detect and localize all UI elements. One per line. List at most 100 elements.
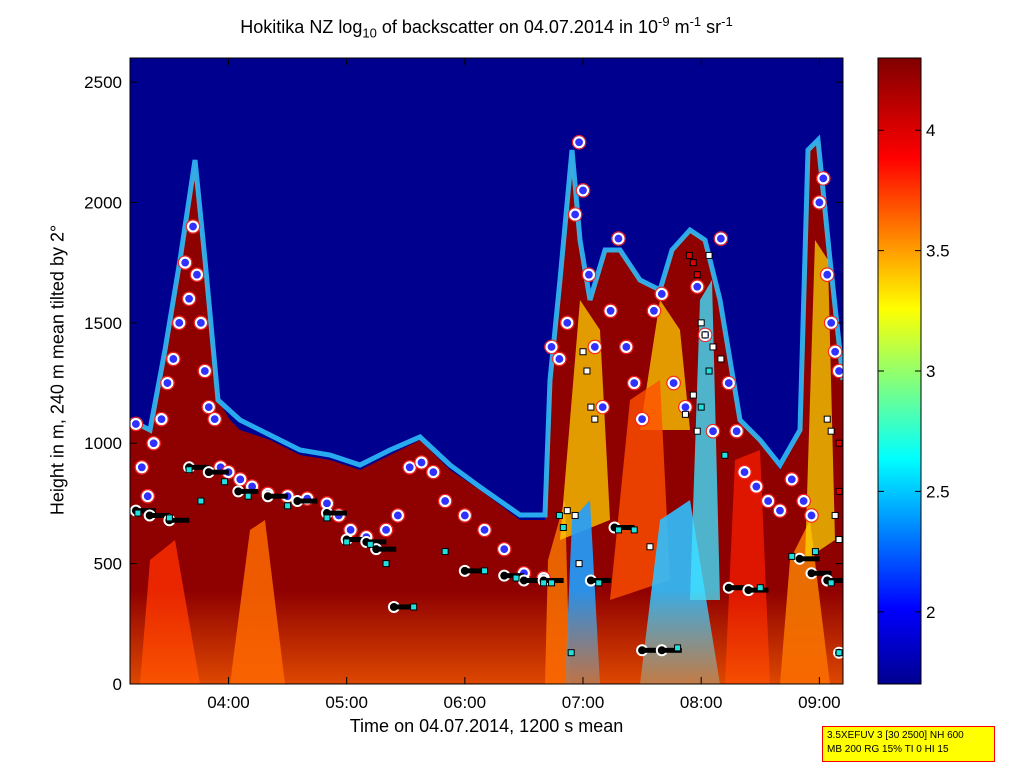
colorbar-tick-label: 4 xyxy=(926,121,935,140)
white-square-marker xyxy=(693,427,701,435)
retrieval-circle-marker xyxy=(202,401,215,414)
retrieval-circle-marker xyxy=(173,316,186,329)
x-tick-label: 08:00 xyxy=(680,693,723,712)
white-square-marker xyxy=(563,507,571,515)
retrieval-circle-ring xyxy=(457,508,473,523)
retrieval-circle-ring xyxy=(784,472,800,487)
boundary-bar-marker xyxy=(238,488,259,494)
retrieval-circle-marker xyxy=(569,208,582,221)
white-square-marker xyxy=(709,343,717,351)
y-tick-label: 0 xyxy=(113,675,122,694)
cyan-square-marker xyxy=(165,514,173,522)
cyan-square-marker xyxy=(756,584,764,592)
cyan-square-marker xyxy=(540,579,548,587)
retrieval-circle-ring xyxy=(634,411,650,427)
retrieval-circle-ring xyxy=(804,508,819,523)
colorbar-tick-label: 3.5 xyxy=(926,242,950,261)
white-square-marker xyxy=(583,367,591,375)
retrieval-circle-ring xyxy=(816,171,831,186)
retrieval-circle-marker xyxy=(130,417,143,431)
retrieval-circle-marker xyxy=(572,136,586,149)
retrieval-circle-ring xyxy=(146,435,161,451)
boundary-bar-marker xyxy=(135,508,156,514)
retrieval-circle-marker xyxy=(647,304,661,317)
retrieval-circle-marker xyxy=(439,494,452,508)
boundary-bar-marker xyxy=(393,604,414,610)
cyan-square-marker xyxy=(827,579,835,587)
retrieval-circle-ring xyxy=(426,464,441,480)
retrieval-circle-marker xyxy=(604,304,617,317)
boundary-bar-marker xyxy=(208,469,229,475)
white-square-marker xyxy=(579,348,587,356)
retrieval-circle-marker xyxy=(667,376,680,390)
y-tick-label: 1500 xyxy=(84,314,122,333)
x-tick-label: 09:00 xyxy=(798,693,841,712)
retrieval-circle-ring xyxy=(721,375,737,391)
boundary-bar-marker xyxy=(189,464,210,470)
retrieval-circle-marker xyxy=(320,497,334,510)
retrieval-circle-marker xyxy=(161,376,174,390)
retrieval-circle-marker xyxy=(194,316,208,329)
retrieval-circle-marker xyxy=(498,543,511,556)
retrieval-circle-ring xyxy=(737,464,752,480)
y-tick-label: 2000 xyxy=(84,193,122,212)
cyan-square-marker xyxy=(630,526,638,534)
settings-info-box: 3.5XEFUV 3 [30 2500] NH 600 MB 200 RG 15… xyxy=(822,726,995,762)
retrieval-circle-marker xyxy=(655,287,668,301)
cyan-square-marker xyxy=(323,514,331,522)
retrieval-circle-ring xyxy=(171,315,187,331)
retrieval-circle-ring xyxy=(654,286,670,302)
retrieval-circle-marker xyxy=(829,345,842,358)
retrieval-circle-marker xyxy=(147,437,160,450)
cyan-square-marker xyxy=(721,451,729,459)
retrieval-circle-marker xyxy=(596,401,609,414)
retrieval-circle-ring xyxy=(207,411,222,427)
retrieval-circle-ring xyxy=(581,267,597,282)
retrieval-circle-ring xyxy=(197,363,213,379)
red-square-marker xyxy=(689,259,697,267)
retrieval-circle-ring xyxy=(626,375,642,391)
cyan-square-marker xyxy=(705,367,713,375)
boundary-bar-marker xyxy=(366,539,387,545)
white-square-marker xyxy=(681,410,689,418)
retrieval-circle-marker xyxy=(344,523,357,537)
retrieval-circle-marker xyxy=(738,466,751,479)
retrieval-circle-marker xyxy=(722,376,735,390)
boundary-bar-marker xyxy=(811,570,832,576)
colorbar-tick-label: 2 xyxy=(926,603,935,622)
cyan-square-marker xyxy=(134,509,142,517)
cyan-square-marker xyxy=(547,579,555,587)
info-line-2: MB 200 RG 15% TI 0 HI 15 xyxy=(827,744,949,755)
retrieval-circle-ring xyxy=(185,219,201,234)
retrieval-circle-marker xyxy=(234,473,247,486)
heatmap-field xyxy=(130,58,843,684)
retrieval-circle-marker xyxy=(825,316,838,329)
retrieval-circle-marker xyxy=(179,256,192,269)
boundary-bar-marker xyxy=(326,510,347,516)
retrieval-circle-ring xyxy=(181,291,197,307)
cyan-square-marker xyxy=(221,478,229,486)
retrieval-circle-marker xyxy=(167,352,180,366)
retrieval-circle-marker xyxy=(813,196,826,209)
boundary-bar-marker xyxy=(728,585,749,591)
white-square-marker xyxy=(575,560,583,568)
cyan-square-marker xyxy=(512,574,520,582)
retrieval-circle-marker xyxy=(415,456,428,469)
retrieval-circle-ring xyxy=(772,503,788,518)
white-square-marker xyxy=(717,355,725,363)
retrieval-circle-marker xyxy=(379,523,393,537)
white-square-marker xyxy=(646,543,654,551)
colorbar-tick-label: 2.5 xyxy=(926,482,950,501)
retrieval-circle-marker xyxy=(750,480,763,493)
retrieval-circle-marker xyxy=(628,376,641,390)
retrieval-circle-marker xyxy=(561,316,574,329)
boundary-bar-marker xyxy=(267,493,288,499)
white-square-marker xyxy=(827,427,835,435)
retrieval-circle-marker xyxy=(588,340,601,354)
boundary-bar-marker xyxy=(827,577,843,583)
retrieval-circle-ring xyxy=(390,508,406,523)
white-square-marker xyxy=(587,403,595,411)
retrieval-circle-marker xyxy=(391,509,404,522)
retrieval-circle-ring xyxy=(827,344,843,360)
